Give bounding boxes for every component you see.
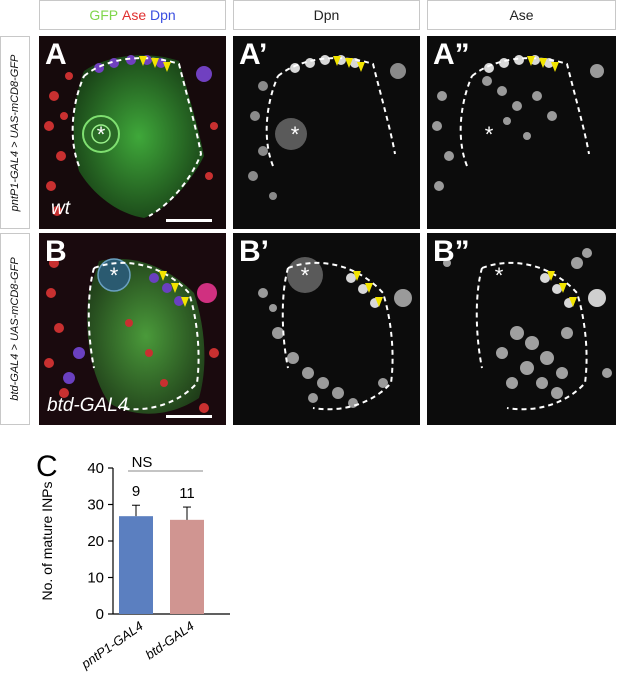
- bar-btd-GAL4: [170, 519, 204, 614]
- y-tick-label: 0: [96, 606, 104, 623]
- header-ase-red: Ase: [121, 7, 147, 23]
- header-dpn-label: Dpn: [313, 7, 340, 23]
- panel-a-dpn: * A’: [233, 36, 420, 229]
- panel-c-label: C: [36, 450, 58, 483]
- header-ase: Ase: [427, 0, 616, 30]
- panel-a-dpn-image: *: [233, 36, 420, 229]
- row-a-genotype-box: pntP1-GAL4 > UAS-mCD8-GFP: [0, 36, 30, 229]
- header-merge: GFP Ase Dpn: [39, 0, 226, 30]
- panel-b-genotype-text: btd-GAL4: [47, 395, 129, 416]
- panel-b-scale-bar: [166, 415, 212, 418]
- panel-b-merge: * B btd-GAL4: [39, 233, 226, 425]
- panel-a-ase-asterisk: *: [485, 122, 494, 147]
- panel-a-merge: * A wt: [39, 36, 226, 229]
- y-axis-label: No. of mature INPs: [39, 481, 55, 600]
- panel-b-ase-asterisk: *: [495, 263, 504, 288]
- panel-c-chart: No. of mature INPs 0 10 20 30 40 9 pntP1-GAL4 1…: [39, 454, 230, 672]
- panel-a-scale-bar: [166, 219, 212, 222]
- header-dpn: Dpn: [233, 0, 420, 30]
- panel-b-ase-label: B”: [433, 235, 470, 268]
- panel-b-image: *: [39, 233, 226, 425]
- panel-a-dpn-asterisk: *: [291, 122, 300, 147]
- panel-b-ase: * B”: [427, 233, 616, 425]
- n-label: 11: [179, 485, 195, 502]
- y-tick-label: 10: [87, 570, 104, 587]
- row-b-genotype: btd-GAL4 > UAS-mCD8-GFP: [9, 257, 21, 401]
- y-tick-label: 20: [87, 533, 104, 550]
- header-ase-label: Ase: [509, 7, 534, 23]
- panel-b-dpn: * B’: [233, 233, 420, 425]
- panel-b-dpn-image: *: [233, 233, 420, 425]
- n-label: 9: [132, 483, 140, 500]
- panel-b-dpn-asterisk: *: [301, 263, 310, 288]
- row-b-genotype-box: btd-GAL4 > UAS-mCD8-GFP: [0, 233, 30, 425]
- y-tick-label: 40: [87, 460, 104, 477]
- panel-a-ase-label: A”: [433, 38, 470, 71]
- panel-a-genotype-text: wt: [51, 198, 70, 219]
- panel-a-label: A: [45, 38, 67, 71]
- bar-pntP1-GAL4: [119, 516, 153, 614]
- x-tick-label: pntP1-GAL4: [78, 618, 146, 672]
- panel-b-label: B: [45, 235, 67, 268]
- x-tick-label: btd-GAL4: [143, 618, 197, 662]
- panel-a-image: *: [39, 36, 226, 229]
- row-a-genotype: pntP1-GAL4 > UAS-mCD8-GFP: [9, 54, 21, 211]
- header-dpn-blue: Dpn: [150, 7, 176, 23]
- panel-a-ase: * A”: [427, 36, 616, 229]
- panel-a-dpn-label: A’: [239, 38, 268, 71]
- significance-label: NS: [132, 454, 153, 471]
- header-gfp: GFP: [89, 7, 119, 23]
- panel-a-ase-image: *: [427, 36, 616, 229]
- panel-a-asterisk: *: [97, 122, 106, 147]
- y-tick-label: 30: [87, 497, 104, 514]
- panel-b-ase-image: *: [427, 233, 616, 425]
- panel-b-asterisk: *: [110, 263, 119, 288]
- panel-b-dpn-label: B’: [239, 235, 269, 268]
